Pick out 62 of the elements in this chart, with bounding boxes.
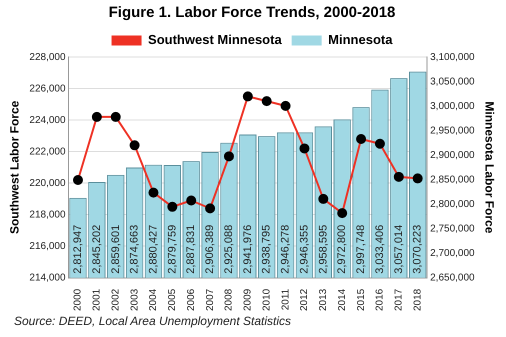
- y2-tick-label: 3,100,000: [430, 52, 476, 63]
- y2-tick-label: 2,750,000: [430, 223, 476, 234]
- data-label: 2,925,088: [222, 224, 235, 274]
- data-label: 2,958,595: [317, 224, 330, 274]
- x-tick-label: 2007: [204, 288, 216, 312]
- legend-label: Southwest Minnesota: [148, 32, 282, 48]
- data-label: 2,938,795: [260, 224, 273, 274]
- data-label: 2,874,663: [128, 224, 141, 274]
- y2-tick-label: 2,700,000: [430, 248, 476, 259]
- x-tick-label: 2017: [394, 288, 405, 312]
- x-tick-label: 2012: [299, 288, 310, 312]
- y-tick-label: 216,000: [29, 240, 66, 252]
- x-tick-label: 2009: [242, 288, 254, 312]
- x-tick-label: 2002: [110, 288, 122, 312]
- x-tick-label: 2015: [356, 288, 367, 312]
- y-tick-label: 226,000: [29, 83, 66, 94]
- y2-tick-label: 2,850,000: [430, 174, 476, 186]
- x-tick-label: 2005: [167, 288, 178, 312]
- y-tick-label: 214,000: [29, 272, 66, 284]
- data-label: 2,946,355: [298, 224, 310, 274]
- x-tick-label: 2003: [129, 288, 140, 312]
- data-label: 2,946,278: [280, 224, 292, 274]
- x-tick-label: 2011: [280, 288, 292, 310]
- legend-label: Minnesota: [328, 32, 394, 48]
- y2-tick-label: 2,950,000: [430, 125, 476, 136]
- y-tick-label: 220,000: [29, 178, 66, 189]
- y-tick-label: 222,000: [29, 146, 66, 158]
- x-tick-label: 2014: [336, 288, 348, 312]
- y2-tick-label: 2,900,000: [430, 150, 476, 161]
- data-label: 3,070,223: [412, 224, 424, 274]
- data-label: 3,033,406: [374, 224, 386, 274]
- y-tick-label: 218,000: [29, 209, 66, 220]
- data-label: 2,879,759: [166, 224, 178, 274]
- y2-axis-title: Minnesota Labor Force: [482, 101, 496, 234]
- data-label: 2,906,389: [204, 224, 216, 274]
- x-tick-label: 2018: [412, 288, 424, 312]
- source-note: Source: DEED, Local Area Unemployment Statistics: [14, 314, 292, 328]
- data-label: 2,812,947: [72, 224, 84, 274]
- y2-tick-label: 2,650,000: [430, 272, 476, 284]
- y2-tick-label: 2,800,000: [430, 198, 476, 210]
- x-tick-label: 2013: [318, 288, 330, 312]
- data-label: 2,997,748: [355, 224, 368, 274]
- data-label: 2,845,202: [90, 224, 103, 274]
- data-label: 3,057,014: [392, 224, 405, 274]
- y-axis-title: Southwest Labor Force: [8, 100, 22, 234]
- y-tick-label: 224,000: [29, 114, 66, 126]
- x-tick-label: 2000: [72, 288, 84, 312]
- y-tick-label: 228,000: [29, 52, 66, 63]
- x-tick-label: 2010: [261, 288, 272, 312]
- x-tick-label: 2006: [186, 288, 197, 312]
- data-label: 2,859,601: [110, 224, 122, 274]
- x-tick-label: 2008: [224, 288, 235, 312]
- data-label: 2,880,427: [148, 224, 160, 274]
- data-label: 2,972,800: [336, 224, 348, 274]
- x-tick-label: 2016: [374, 288, 386, 312]
- data-label: 2,941,976: [242, 224, 254, 274]
- y2-tick-label: 3,050,000: [430, 76, 476, 88]
- chart-title: Figure 1. Labor Force Trends, 2000-2018: [108, 4, 396, 22]
- y2-tick-label: 3,000,000: [430, 100, 476, 112]
- x-tick-label: 2004: [148, 288, 160, 312]
- x-tick-label: 2001: [92, 288, 103, 312]
- data-label: 2,887,831: [185, 224, 198, 274]
